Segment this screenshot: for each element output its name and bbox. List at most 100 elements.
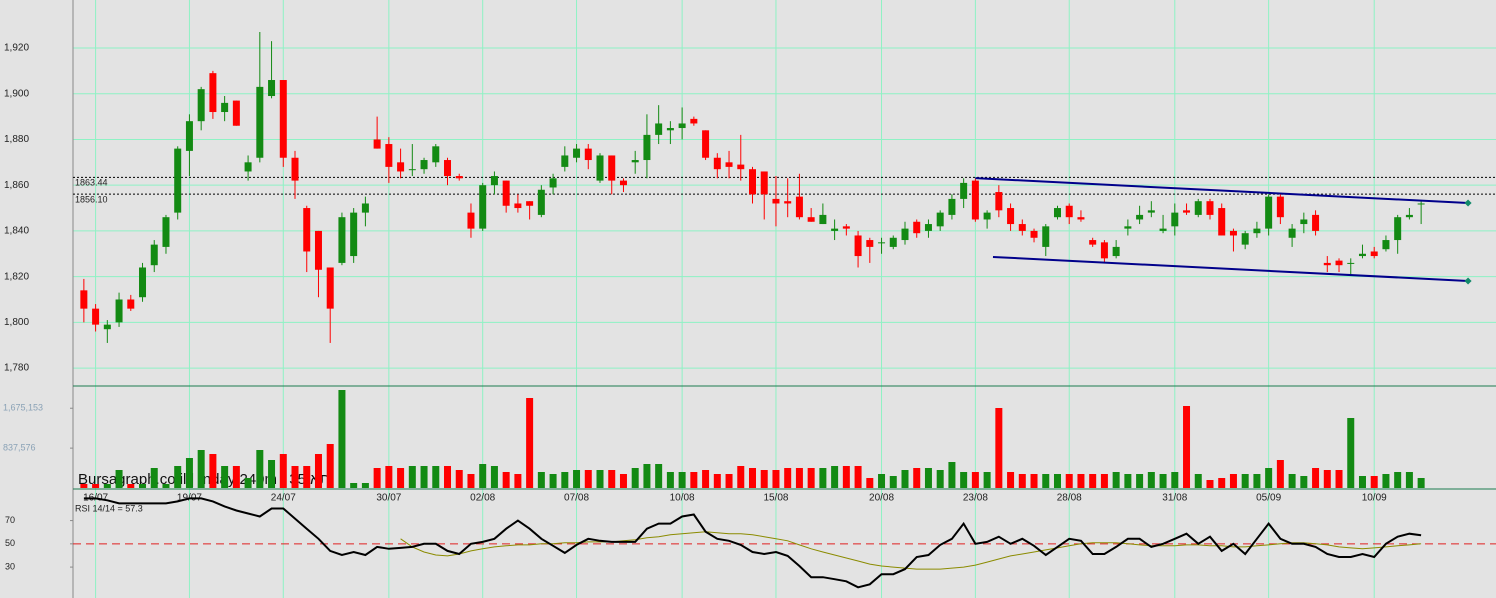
volume-bar: [1124, 474, 1132, 488]
candle-body: [1253, 228, 1261, 234]
y-tick-label: 1,675,153: [3, 403, 43, 413]
volume-bar: [1394, 472, 1402, 488]
candle-body: [1018, 224, 1026, 231]
y-tick-label: 50: [5, 538, 15, 548]
candle-body: [1053, 208, 1061, 218]
volume-bar: [1288, 474, 1296, 488]
candle-body: [1370, 251, 1378, 257]
volume-bar: [432, 466, 440, 488]
candle-body: [561, 155, 569, 167]
candle-body: [1288, 228, 1296, 238]
volume-bar: [983, 472, 991, 488]
x-tick-label: 20/08: [869, 493, 894, 504]
volume-bar: [1136, 474, 1144, 488]
volume-bar: [1100, 474, 1108, 488]
candle-body: [549, 178, 557, 188]
volume-bar: [256, 450, 264, 488]
volume-bar: [561, 472, 569, 488]
y-tick-label: 1,800: [4, 317, 29, 328]
rsi-lines: [83, 497, 1422, 589]
volume-bar: [1159, 474, 1167, 488]
x-tick-label: 28/08: [1057, 493, 1082, 504]
volume-bar: [1077, 474, 1085, 488]
volume-bar: [1112, 472, 1120, 488]
reference-label: 1863.44: [75, 178, 108, 188]
candle-body: [1042, 226, 1050, 247]
candle-body: [713, 157, 721, 170]
candle-body: [326, 267, 334, 309]
candle-body: [1194, 201, 1202, 215]
volume-bar: [631, 468, 639, 488]
candle-body: [1335, 260, 1343, 266]
volume-bar: [1147, 472, 1155, 488]
volume-bar: [643, 464, 651, 488]
candle-body: [373, 139, 381, 149]
candle-body: [878, 242, 886, 244]
volume-bar: [1194, 474, 1202, 488]
volume-bar: [1276, 460, 1284, 488]
volume-bar: [127, 484, 135, 488]
volume-bar: [314, 454, 322, 488]
candle-body: [1347, 262, 1355, 264]
volume-bar: [725, 474, 733, 488]
volume-bar: [197, 450, 205, 488]
candle-body: [92, 308, 100, 325]
candle-body: [490, 176, 498, 186]
volume-bar: [162, 484, 170, 488]
volume-bar: [244, 478, 252, 488]
candle-body: [1124, 226, 1132, 229]
candle-body: [232, 100, 240, 126]
candle-body: [537, 189, 545, 215]
volume-bar: [1089, 474, 1097, 488]
x-tick-label: 07/08: [564, 493, 589, 504]
volume-bar: [303, 466, 311, 488]
candle-body: [1265, 196, 1273, 229]
candle-body: [1394, 217, 1402, 241]
candle-body: [631, 160, 639, 163]
x-tick-label: 05/09: [1256, 493, 1281, 504]
volume-bar: [971, 472, 979, 488]
candle-body: [619, 180, 627, 186]
candle-body: [1323, 262, 1331, 266]
volume-bar: [1007, 472, 1015, 488]
candle-body: [1241, 233, 1249, 245]
volume-bar: [209, 454, 217, 488]
candle-body: [795, 196, 803, 218]
volume-bar: [1241, 474, 1249, 488]
x-tick-label: 10/08: [670, 493, 695, 504]
candle-body: [221, 102, 229, 113]
candle-body: [1100, 242, 1108, 259]
candle-body: [432, 146, 440, 163]
y-tick-label: 1,820: [4, 271, 29, 282]
y-tick-label: 1,860: [4, 180, 29, 191]
volume-bar: [385, 466, 393, 488]
candle-body: [573, 148, 581, 158]
volume-bar: [80, 484, 88, 488]
volume-bar: [1417, 478, 1425, 488]
y-tick-label: 1,900: [4, 88, 29, 99]
volume-bar: [784, 468, 792, 488]
volume-bar: [455, 470, 463, 488]
candle-body: [408, 169, 416, 171]
volume-bar: [103, 484, 111, 488]
volume-bar: [1358, 476, 1366, 488]
candle-body: [1147, 210, 1155, 213]
volume-bar: [526, 398, 534, 488]
volume-bar: [221, 466, 229, 488]
volume-bar: [866, 478, 874, 488]
candle-body: [502, 180, 510, 206]
candle-body: [174, 148, 182, 213]
candle-body: [749, 169, 756, 195]
volume-bar: [772, 470, 780, 488]
volume-bar: [1300, 476, 1308, 488]
candle-body: [1417, 203, 1425, 205]
candle-body: [314, 230, 322, 270]
candle-body: [209, 73, 217, 113]
volume-bar: [655, 464, 663, 488]
volume-bar: [1405, 472, 1413, 488]
volume-bar: [1018, 474, 1026, 488]
candle-body: [983, 212, 991, 220]
candle-body: [1171, 212, 1179, 227]
volume-bar: [232, 466, 240, 488]
